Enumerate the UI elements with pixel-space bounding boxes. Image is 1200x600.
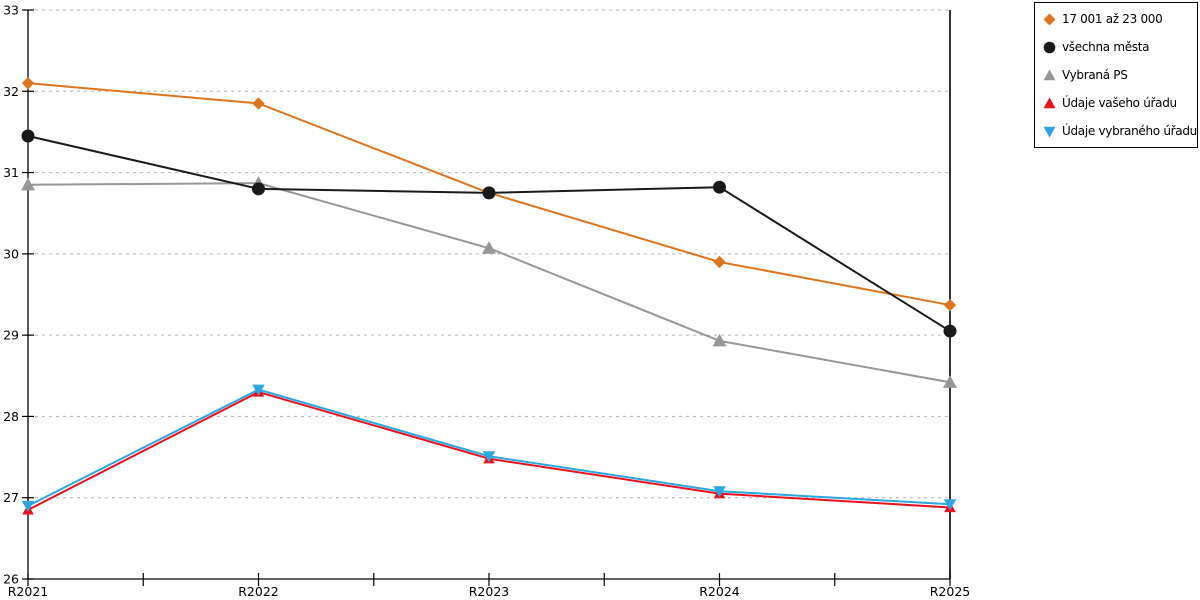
series-marker-4 bbox=[21, 500, 35, 513]
legend-item-label: Vybraná PS bbox=[1062, 68, 1128, 82]
legend-item-1[interactable]: všechna města bbox=[1043, 40, 1195, 54]
series-line-3 bbox=[27, 391, 951, 511]
legend-item-0[interactable]: 17 001 až 23 000 bbox=[1043, 12, 1195, 26]
legend-item-label: všechna města bbox=[1062, 40, 1150, 54]
x-tick-label: R2021 bbox=[8, 584, 49, 599]
series-marker-0 bbox=[713, 255, 726, 269]
x-tick-label: R2023 bbox=[469, 584, 510, 599]
legend-item-label: 17 001 až 23 000 bbox=[1062, 12, 1163, 26]
legend-item-2[interactable]: Vybraná PS bbox=[1043, 68, 1195, 82]
series-marker-2 bbox=[482, 241, 496, 254]
series-marker-2 bbox=[943, 375, 957, 388]
y-tick-label: 30 bbox=[3, 246, 19, 261]
series-marker-1 bbox=[713, 180, 726, 194]
legend-marker-diamond-icon bbox=[1043, 13, 1056, 25]
series-line-2 bbox=[27, 182, 951, 384]
series-line-4 bbox=[27, 388, 951, 507]
legend-item-3[interactable]: Údaje vašeho úřadu bbox=[1043, 96, 1195, 110]
x-tick-label: R2025 bbox=[930, 584, 971, 599]
series-marker-4 bbox=[713, 486, 726, 498]
x-tick-label: R2024 bbox=[699, 584, 740, 599]
y-tick-label: 32 bbox=[3, 84, 19, 99]
y-tick-label: 28 bbox=[3, 409, 19, 424]
legend-marker-triangle-down-icon bbox=[1043, 126, 1056, 137]
series-marker-0 bbox=[943, 298, 957, 312]
legend-marker-triangle-up-icon bbox=[1043, 69, 1056, 80]
legend-marker-triangle-up-icon bbox=[1043, 97, 1056, 108]
series-marker-1 bbox=[943, 324, 957, 338]
series-marker-1 bbox=[21, 129, 35, 143]
y-tick-label: 26 bbox=[3, 572, 19, 587]
series-marker-0 bbox=[21, 76, 35, 90]
series-marker-4 bbox=[252, 384, 265, 396]
legend-item-label: Údaje vašeho úřadu bbox=[1062, 96, 1177, 110]
series-marker-2 bbox=[712, 333, 727, 347]
legend-item-label: Údaje vybraného úřadu bbox=[1062, 124, 1197, 138]
legend-item-4[interactable]: Údaje vybraného úřadu bbox=[1043, 124, 1197, 138]
y-tick-label: 29 bbox=[3, 328, 19, 343]
y-tick-label: 31 bbox=[3, 165, 19, 180]
x-tick-label: R2022 bbox=[238, 584, 279, 599]
series-marker-4 bbox=[943, 499, 957, 511]
series-marker-1 bbox=[252, 182, 265, 196]
series-marker-4 bbox=[482, 451, 496, 463]
chart-legend: 17 001 až 23 000 všechna města Vybraná PS Ú… bbox=[1034, 2, 1198, 148]
series-line-1 bbox=[27, 135, 951, 332]
y-tick-label: 27 bbox=[3, 490, 19, 505]
series-marker-2 bbox=[21, 177, 35, 191]
y-tick-label: 33 bbox=[3, 3, 19, 18]
series-marker-1 bbox=[482, 186, 496, 200]
legend-marker-circle-icon bbox=[1043, 41, 1056, 53]
series-marker-0 bbox=[252, 97, 265, 110]
